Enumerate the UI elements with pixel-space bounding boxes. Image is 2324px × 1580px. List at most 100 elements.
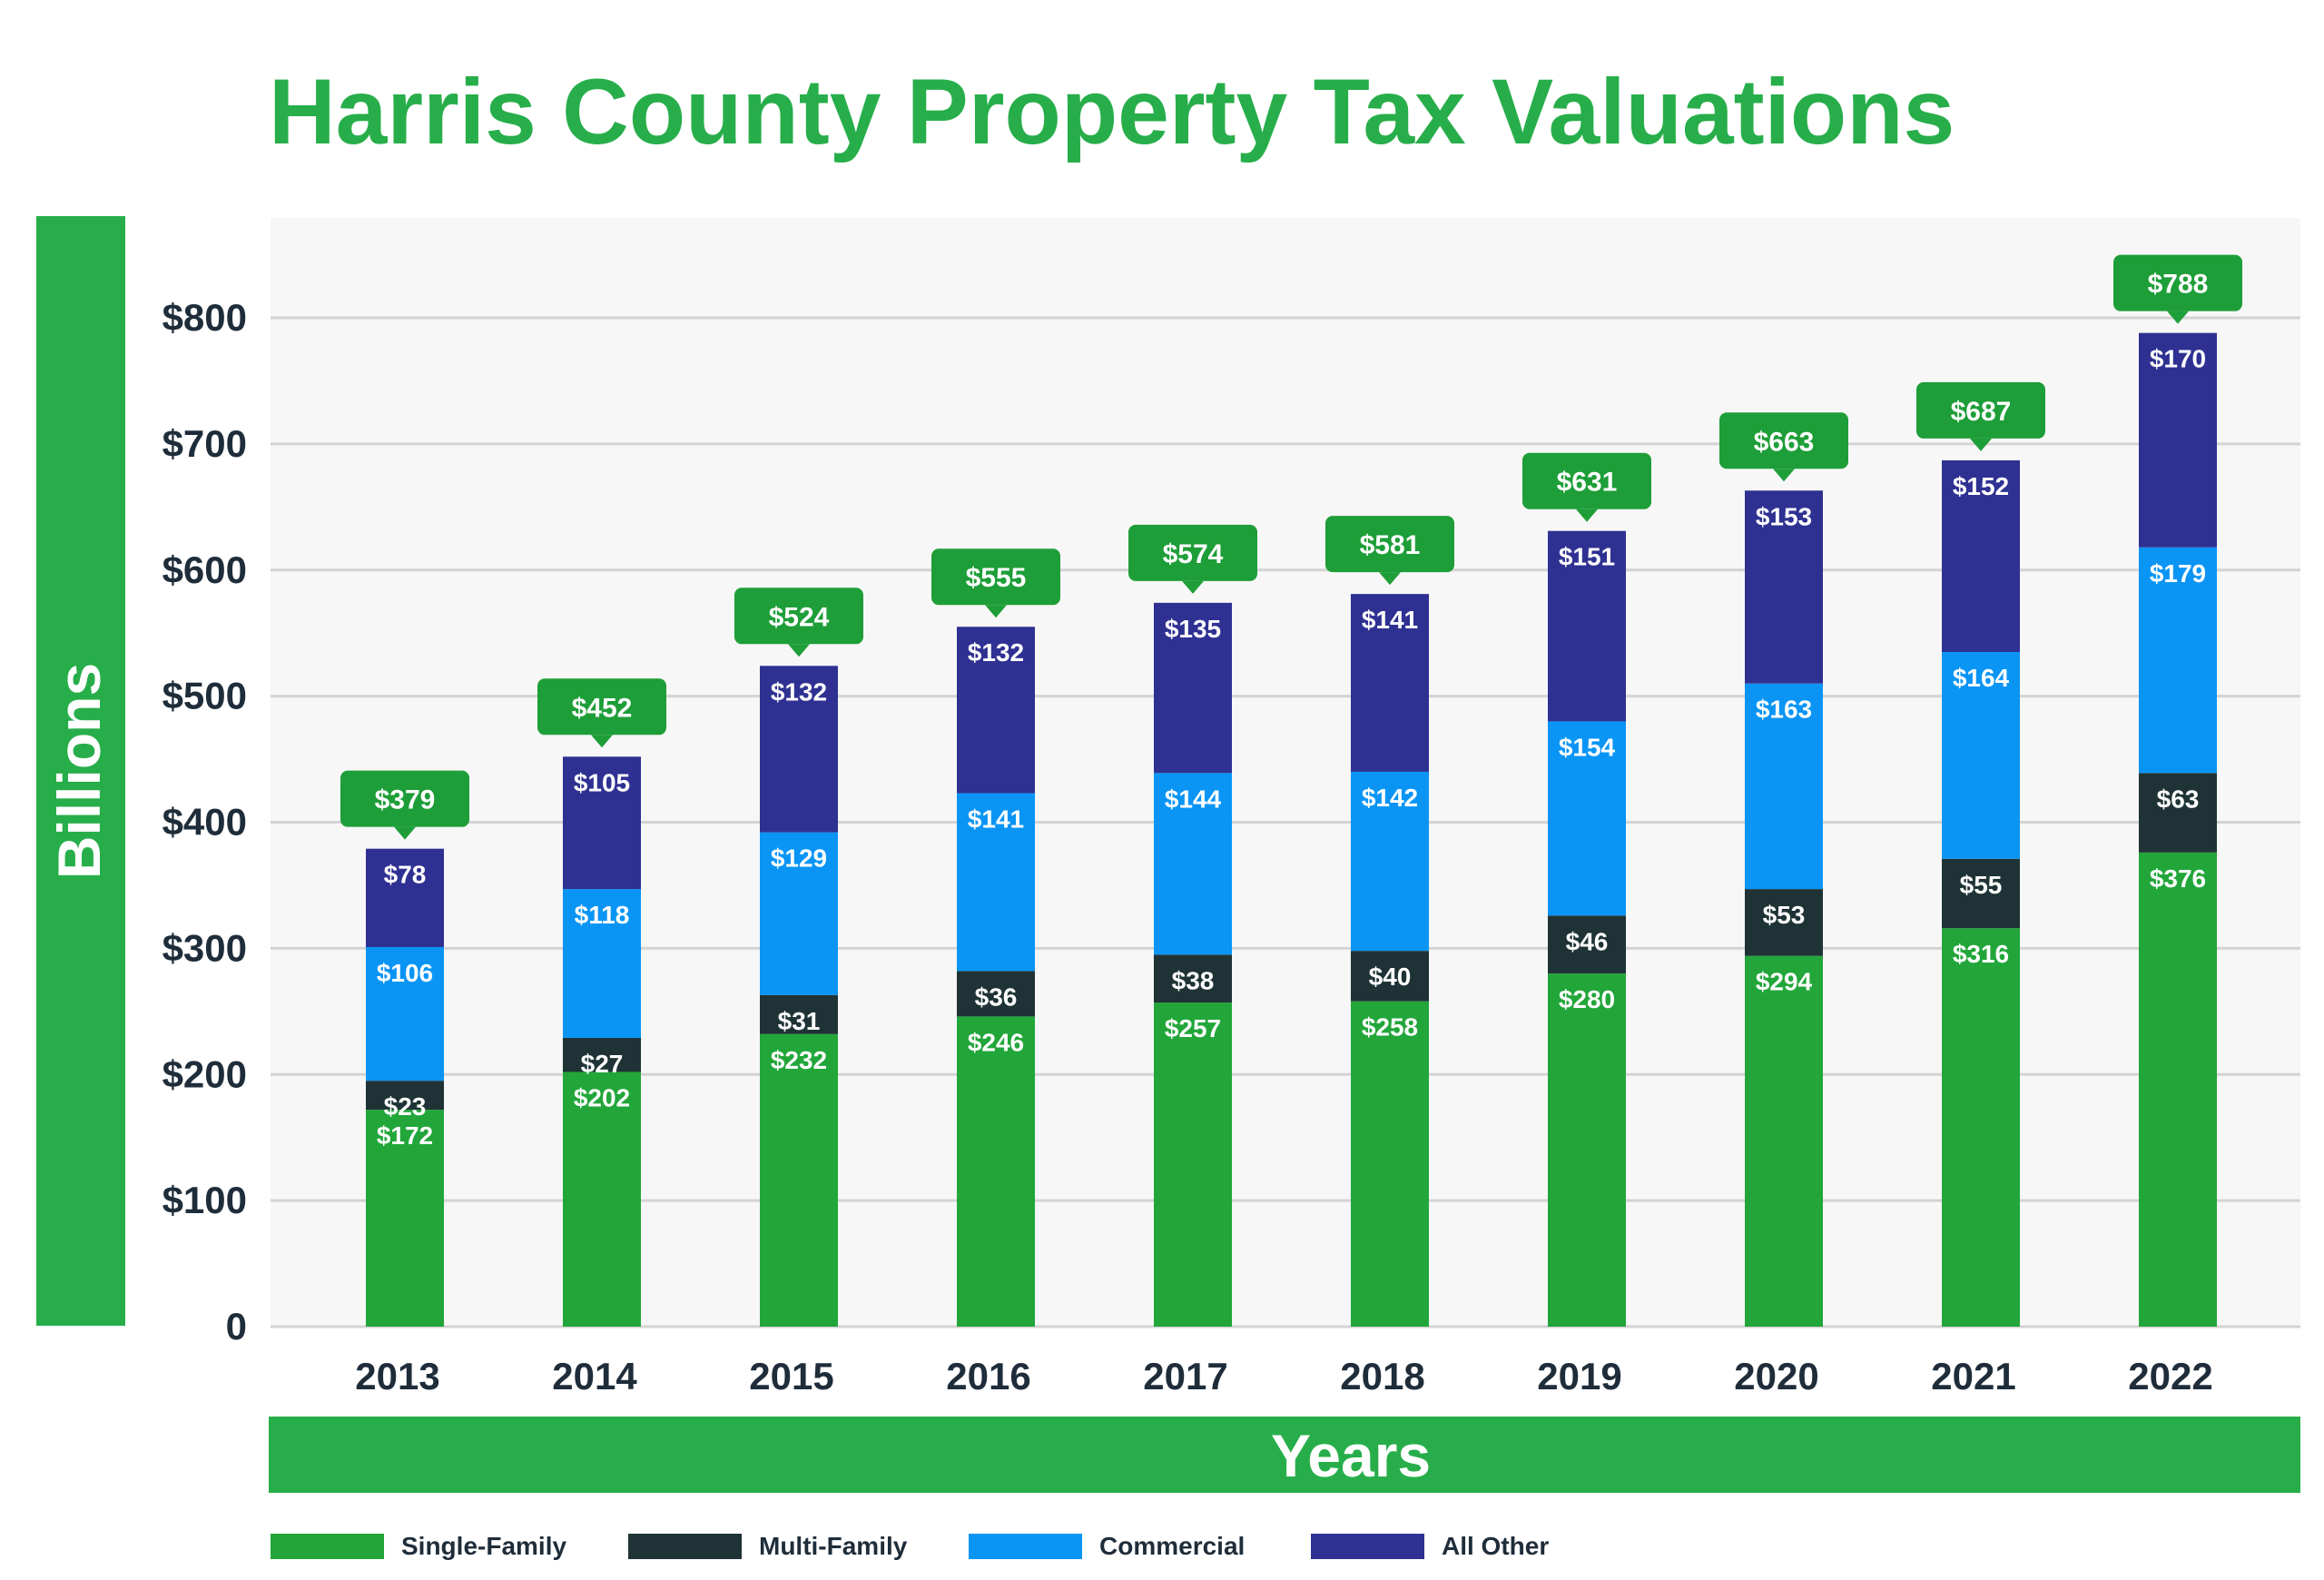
legend-item-all-other: All Other: [1311, 1532, 1549, 1560]
x-tick-label: 2022: [2128, 1355, 2212, 1397]
bar-all-other-2019: [1548, 530, 1626, 722]
bar-single-family-2020: [1745, 955, 1823, 1327]
legend: Single-Family Multi-Family Commercial All O…: [271, 1532, 1549, 1560]
data-label: $36: [975, 983, 1018, 1011]
y-axis-label: Billions: [45, 663, 113, 879]
data-label: $172: [377, 1121, 433, 1150]
legend-label: All Other: [1442, 1532, 1549, 1560]
x-tick-label: 2013: [355, 1355, 439, 1397]
total-callout-2020: $663: [1719, 412, 1848, 482]
bar-single-family-2015: [760, 1033, 838, 1327]
data-label: $142: [1362, 784, 1418, 812]
y-tick-label: $100: [162, 1179, 247, 1221]
y-tick-label: 0: [226, 1305, 247, 1348]
bar-single-family-2016: [957, 1016, 1035, 1327]
x-tick-label: 2016: [946, 1355, 1030, 1397]
bar-multi-family-2015: [760, 994, 838, 1034]
bar-commercial-2018: [1351, 771, 1429, 952]
data-label: $170: [2150, 345, 2206, 373]
bar-all-other-2016: [957, 627, 1035, 794]
bar-single-family-2013: [366, 1110, 444, 1327]
data-label: $105: [574, 768, 630, 796]
data-label: $106: [377, 959, 433, 987]
legend-item-single-family: Single-Family: [271, 1532, 566, 1560]
bar-multi-family-2022: [2139, 773, 2217, 853]
total-callout-2013: $379: [340, 770, 469, 840]
data-label: $179: [2150, 559, 2206, 588]
bar-single-family-2017: [1154, 1002, 1232, 1327]
data-label: $294: [1756, 968, 1813, 996]
bar-multi-family-2021: [1942, 858, 2020, 929]
bar-commercial-2013: [366, 946, 444, 1081]
bar-commercial-2015: [760, 832, 838, 995]
data-label: $38: [1172, 966, 1215, 994]
data-label: $376: [2150, 864, 2206, 893]
data-label: $258: [1362, 1013, 1418, 1042]
total-label: $452: [572, 693, 633, 723]
y-tick-label: $400: [162, 801, 247, 844]
legend-swatch: [271, 1534, 384, 1559]
bar-commercial-2020: [1745, 683, 1823, 890]
legend-swatch: [1311, 1534, 1424, 1559]
total-callout-2021: $687: [1916, 381, 2045, 451]
bar-all-other-2022: [2139, 332, 2217, 548]
bar-multi-family-2013: [366, 1081, 444, 1111]
bar-commercial-2017: [1154, 773, 1232, 955]
data-label: $46: [1566, 927, 1609, 955]
legend-swatch: [969, 1534, 1082, 1559]
bar-single-family-2019: [1548, 973, 1626, 1327]
data-label: $153: [1756, 502, 1812, 530]
total-label: $574: [1163, 539, 1224, 569]
total-label: $687: [1951, 397, 2012, 427]
data-label: $144: [1165, 785, 1222, 813]
y-tick-label: $300: [162, 926, 247, 969]
bar-commercial-2014: [563, 889, 641, 1038]
data-label: $232: [771, 1046, 827, 1074]
x-tick-label: 2015: [749, 1355, 833, 1397]
total-label: $788: [2148, 270, 2209, 300]
x-tick-label: 2017: [1143, 1355, 1227, 1397]
total-callout-2018: $581: [1325, 516, 1454, 586]
bar-commercial-2019: [1548, 721, 1626, 916]
bar-all-other-2020: [1745, 490, 1823, 684]
data-label: $135: [1165, 615, 1221, 643]
data-label: $154: [1559, 733, 1616, 761]
legend-item-multi-family: Multi-Family: [628, 1532, 908, 1560]
total-callout-2022: $788: [2113, 254, 2242, 324]
bar-single-family-2018: [1351, 1001, 1429, 1327]
bar-commercial-2022: [2139, 547, 2217, 774]
data-label: $246: [968, 1028, 1024, 1056]
data-label: $280: [1559, 985, 1615, 1013]
data-label: $78: [384, 861, 427, 889]
bar-multi-family-2018: [1351, 951, 1429, 1002]
data-label: $163: [1756, 696, 1812, 724]
y-tick-label: $800: [162, 296, 247, 339]
data-label: $23: [384, 1092, 427, 1121]
data-label: $118: [575, 901, 630, 929]
total-callout-2016: $555: [931, 548, 1060, 618]
bar-single-family-2021: [1942, 928, 2020, 1327]
data-label: $316: [1953, 940, 2009, 968]
bar-all-other-2015: [760, 666, 838, 833]
x-tick-label: 2018: [1340, 1355, 1424, 1397]
x-axis-label: Years: [1271, 1422, 1431, 1489]
data-label: $55: [1960, 871, 2003, 899]
data-label: $129: [771, 844, 827, 873]
data-label: $31: [778, 1007, 821, 1035]
y-axis-ticks: 0 $100 $200 $300 $400 $500 $600 $700 $800: [162, 296, 247, 1348]
total-label: $663: [1754, 427, 1815, 457]
y-tick-label: $700: [162, 422, 247, 465]
total-label: $555: [966, 563, 1027, 593]
x-axis-ticks: 2013 2014 2015 2016 2017 2018 2019 2020 2021 2022: [355, 1355, 2212, 1397]
total-callout-2019: $631: [1522, 452, 1651, 522]
data-label: $141: [1362, 606, 1418, 634]
total-callout-2014: $452: [537, 678, 666, 748]
bar-commercial-2021: [1942, 652, 2020, 859]
data-label: $53: [1763, 901, 1806, 929]
data-label: $63: [2157, 785, 2200, 813]
data-label: $132: [968, 638, 1024, 667]
data-labels: $172$23 $106 $78 $202 $27 $118 $105 $232 $31 $129…: [377, 345, 2206, 1150]
data-label: $257: [1165, 1014, 1221, 1042]
legend-label: Multi-Family: [759, 1532, 908, 1560]
